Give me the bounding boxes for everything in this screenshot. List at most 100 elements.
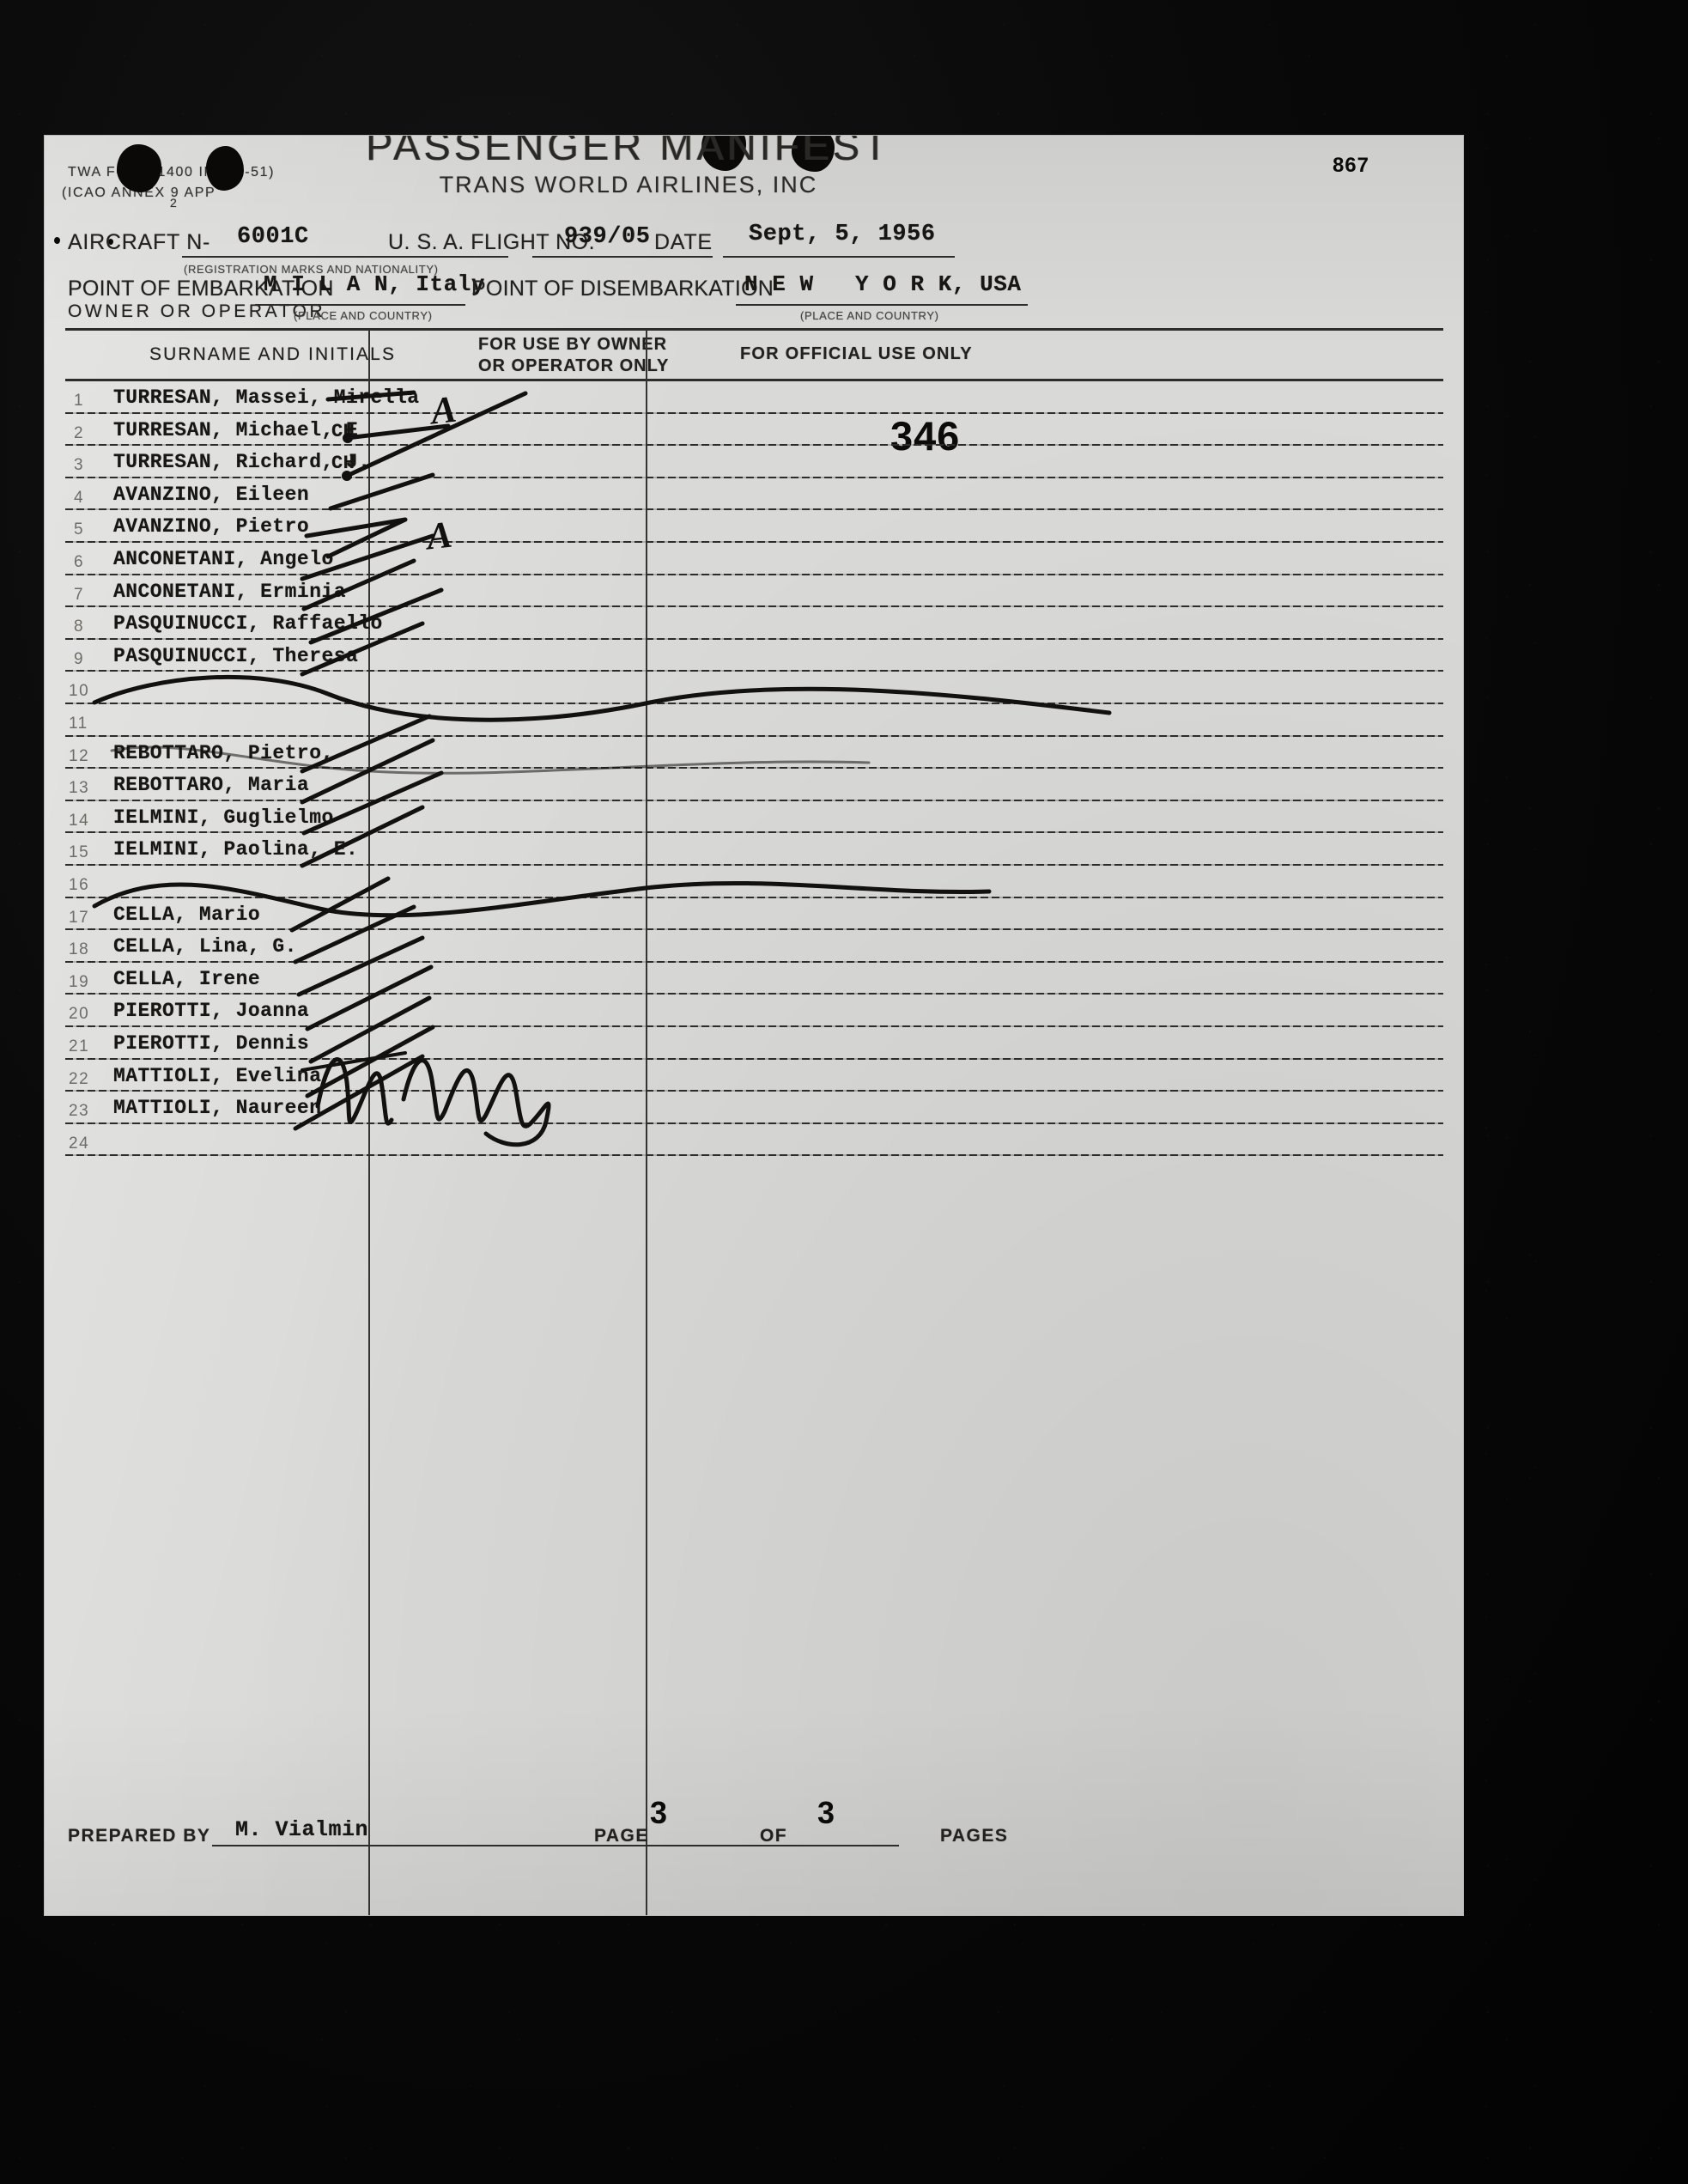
row-number: 9 xyxy=(74,649,85,668)
passenger-name: CELLA, Mario xyxy=(113,903,261,926)
ink-blob-2 xyxy=(206,146,244,191)
page-underline xyxy=(641,1845,753,1846)
row-separator xyxy=(65,1090,1443,1092)
table-row[interactable]: 6 ANCONETANI, Angelo xyxy=(65,543,1443,575)
row-separator xyxy=(65,444,1443,447)
row-separator xyxy=(65,960,1443,963)
date-label: DATE xyxy=(654,230,713,254)
embarkation-underline xyxy=(255,304,465,306)
table-row[interactable]: 10 xyxy=(65,672,1443,704)
row-number: 2 xyxy=(74,423,85,442)
table-row[interactable]: 21 PIEROTTI, Dennis xyxy=(65,1027,1443,1060)
passenger-name: PIEROTTI, Dennis xyxy=(113,1032,310,1055)
row-number: 11 xyxy=(69,715,88,733)
table-row[interactable]: 2 TURRESAN, Michael, E CH xyxy=(65,414,1443,447)
disembarkation-value: N E W Y O R K, USA xyxy=(744,271,1022,297)
aircraft-underline xyxy=(182,256,508,258)
table-header-rule xyxy=(65,379,1443,381)
row-number: 12 xyxy=(69,746,90,765)
official-use-stamp: 346 xyxy=(890,413,961,459)
table-row[interactable]: 3 TURRESAN, Richard, J. CH xyxy=(65,446,1443,478)
row-number: 4 xyxy=(74,488,85,507)
row-separator xyxy=(65,508,1443,511)
row-number: 15 xyxy=(69,843,90,862)
table-row[interactable]: 17 CELLA, Mario xyxy=(65,898,1443,931)
owner-mark-row-5: A xyxy=(424,513,454,558)
table-row[interactable]: 5 AVANZINO, Pietro xyxy=(65,510,1443,543)
row-separator xyxy=(65,896,1443,898)
page-label: PAGE xyxy=(594,1826,649,1846)
row-number: 14 xyxy=(69,811,90,830)
row-separator xyxy=(65,476,1443,478)
speck-2 xyxy=(108,239,113,245)
table-row[interactable]: 23 MATTIOLI, Naureen xyxy=(65,1092,1443,1124)
row-separator xyxy=(65,670,1443,672)
flight-underline xyxy=(532,256,713,258)
row-number: 16 xyxy=(69,876,90,894)
date-value: Sept, 5, 1956 xyxy=(749,222,936,247)
ch-marker: CH xyxy=(331,453,355,475)
passenger-name: AVANZINO, Eileen xyxy=(113,483,310,506)
row-separator xyxy=(65,540,1443,543)
row-separator xyxy=(65,993,1443,995)
row-separator xyxy=(65,863,1443,866)
manifest-sheet: TWA FORM 1400 INT (2-51) (ICAO ANNEX 9 A… xyxy=(45,136,1463,1915)
row-separator xyxy=(65,1025,1443,1027)
row-number: 1 xyxy=(74,392,85,410)
row-number: 7 xyxy=(74,585,85,604)
row-number: 22 xyxy=(69,1069,90,1088)
prepared-by-label: PREPARED BY xyxy=(68,1826,211,1846)
table-row[interactable]: 13 REBOTTARO, Maria xyxy=(65,769,1443,801)
row-separator xyxy=(65,928,1443,931)
of-label: OF xyxy=(760,1826,788,1846)
row-separator xyxy=(65,831,1443,834)
table-row[interactable]: 11 xyxy=(65,704,1443,737)
passenger-name: IELMINI, Guglielmo xyxy=(113,806,334,829)
table-row[interactable]: 18 CELLA, Lina, G. xyxy=(65,930,1443,963)
table-row[interactable]: 20 PIEROTTI, Joanna xyxy=(65,995,1443,1027)
column-header-owner-line2: OR OPERATOR ONLY xyxy=(478,356,670,375)
row-number: 24 xyxy=(69,1134,90,1153)
column-header-official: FOR OFFICIAL USE ONLY xyxy=(740,344,973,363)
aircraft-label: AIRCRAFT N- xyxy=(68,230,211,254)
row-number: 8 xyxy=(74,617,85,636)
ink-blob-1 xyxy=(117,144,161,192)
table-row[interactable]: 16 xyxy=(65,866,1443,898)
passenger-name: ANCONETANI, Angelo xyxy=(113,548,334,570)
table-row[interactable]: 4 AVANZINO, Eileen xyxy=(65,478,1443,511)
column-header-surname: SURNAME AND INITIALS xyxy=(149,344,397,364)
table-row[interactable]: 9 PASQUINUCCI, Theresa xyxy=(65,640,1443,672)
passenger-name: IELMINI, Paolina, E. xyxy=(113,838,359,861)
table-row[interactable]: 7 ANCONETANI, Erminia xyxy=(65,575,1443,608)
table-top-rule xyxy=(65,328,1443,331)
of-value: 3 xyxy=(817,1795,835,1830)
embarkation-label: POINT OF EMBARKATION xyxy=(68,277,334,301)
passenger-name: PASQUINUCCI, Theresa xyxy=(113,644,359,667)
passenger-name: CELLA, Lina, G. xyxy=(113,935,297,958)
table-row[interactable]: 19 CELLA, Irene xyxy=(65,963,1443,995)
passenger-name: ANCONETANI, Erminia xyxy=(113,580,346,603)
table-row[interactable]: 15 IELMINI, Paolina, E. xyxy=(65,833,1443,866)
passenger-name: TURRESAN, Michael, E xyxy=(113,418,359,441)
table-row[interactable]: 24 xyxy=(65,1124,1443,1157)
table-row[interactable]: 14 IELMINI, Guglielmo xyxy=(65,801,1443,834)
passenger-name: TURRESAN, Massei, Mirella xyxy=(113,386,420,409)
row-number: 5 xyxy=(74,520,85,539)
row-separator xyxy=(65,1057,1443,1060)
owner-operator-label: OWNER OR OPERATOR xyxy=(68,301,326,321)
row-separator xyxy=(65,411,1443,414)
owner-mark-row-1: A xyxy=(428,387,458,433)
row-number: 17 xyxy=(69,908,90,927)
passenger-name: PASQUINUCCI, Raffaello xyxy=(113,612,383,636)
table-row[interactable]: 1 TURRESAN, Massei, Mirella xyxy=(65,381,1443,414)
flight-label: U. S. A. FLIGHT NO. xyxy=(388,230,596,254)
prepared-by-value: M. Vialmin xyxy=(235,1817,369,1842)
row-number: 23 xyxy=(69,1102,90,1121)
row-number: 20 xyxy=(69,1005,90,1024)
passenger-name: CELLA, Irene xyxy=(113,967,261,990)
row-number: 3 xyxy=(74,456,85,475)
passenger-name: TURRESAN, Richard, J. xyxy=(113,451,371,474)
row-number: 10 xyxy=(69,682,90,701)
table-row[interactable]: 8 PASQUINUCCI, Raffaello xyxy=(65,607,1443,640)
date-underline xyxy=(723,256,955,258)
